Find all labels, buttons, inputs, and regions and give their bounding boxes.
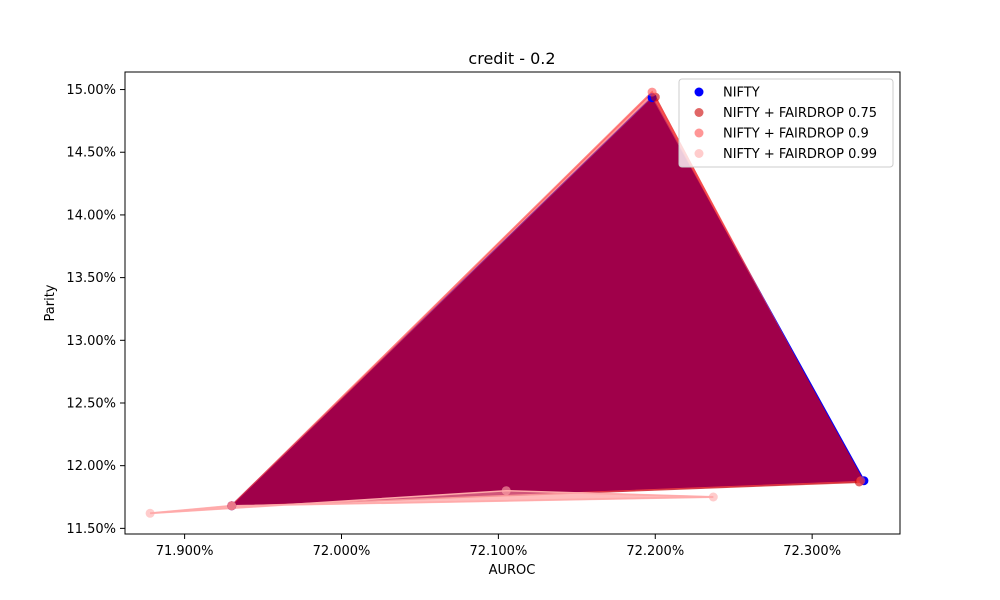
series-points — [145, 87, 869, 518]
legend-marker-1 — [694, 108, 704, 117]
series-hulls — [150, 90, 866, 515]
y-tick-label-0: 11.50% — [66, 522, 116, 537]
legend: NIFTY NIFTY + FAIRDROP 0.75 NIFTY + FAIRDR… — [678, 78, 894, 168]
x-tick-label-2: 72.100% — [469, 544, 527, 559]
data-point-3-1 — [501, 486, 511, 496]
y-tick-label-5: 14.00% — [66, 208, 116, 223]
y-axis-ticks: 11.50% 12.00% 12.50% 13.00% 13.50% 14.00% 14.5… — [66, 83, 125, 537]
y-tick-label-6: 14.50% — [66, 146, 116, 161]
legend-label-2: NIFTY + FAIRDROP 0.9 — [723, 127, 869, 142]
data-point-3-0 — [145, 508, 155, 518]
y-tick-label-4: 13.50% — [66, 271, 116, 286]
x-axis-ticks: 71.900% 72.000% 72.100% 72.200% 72.300% — [156, 534, 841, 559]
x-tick-label-0: 71.900% — [156, 544, 214, 559]
legend-label-0: NIFTY — [723, 86, 760, 101]
legend-label-1: NIFTY + FAIRDROP 0.75 — [723, 106, 877, 121]
y-tick-label-2: 12.50% — [66, 396, 116, 411]
plot-frame — [124, 71, 901, 535]
y-tick-label-7: 15.00% — [66, 83, 116, 98]
legend-marker-2 — [694, 128, 704, 138]
data-point-3-3 — [227, 501, 237, 511]
legend-marker-0 — [694, 87, 704, 97]
legend-box — [678, 78, 894, 168]
overlap-region — [231, 97, 864, 506]
data-point-2-1 — [647, 87, 657, 97]
legend-marker-3 — [694, 149, 704, 158]
chart-title: credit - 0.2 — [468, 49, 555, 68]
y-tick-label-3: 13.00% — [66, 334, 116, 349]
x-tick-label-3: 72.200% — [626, 544, 684, 559]
y-axis-label: Parity — [43, 284, 58, 321]
x-tick-label-1: 72.000% — [313, 544, 371, 559]
x-tick-label-4: 72.300% — [783, 544, 841, 559]
y-tick-label-1: 12.00% — [66, 459, 116, 474]
data-point-2-2 — [856, 476, 866, 486]
x-axis-label: AUROC — [489, 563, 536, 578]
legend-label-3: NIFTY + FAIRDROP 0.99 — [723, 147, 877, 162]
data-point-3-2 — [708, 492, 718, 502]
